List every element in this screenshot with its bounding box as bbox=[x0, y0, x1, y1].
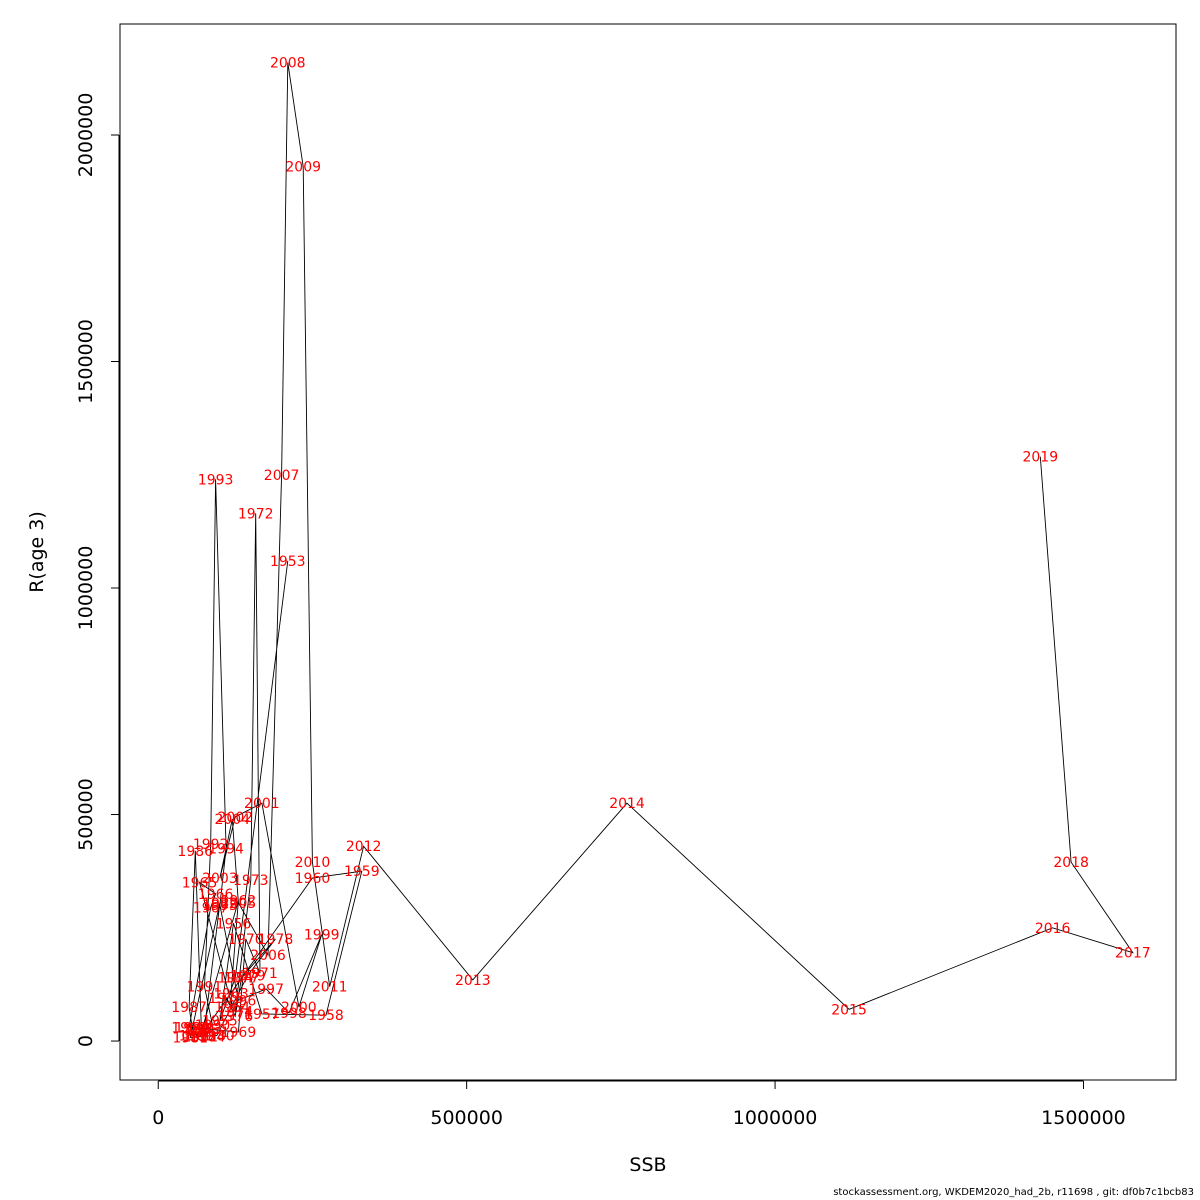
x-axis: 0 500000 1000000 1500000 bbox=[152, 1080, 1126, 1129]
point-label-2018: 2018 bbox=[1053, 855, 1089, 871]
point-label-1954: 1954 bbox=[218, 971, 254, 987]
point-label-1978: 1978 bbox=[258, 932, 294, 948]
point-label-2006: 2006 bbox=[250, 948, 286, 964]
point-label-2016: 2016 bbox=[1035, 921, 1071, 937]
point-label-2003: 2003 bbox=[202, 871, 238, 887]
y-tick-label: 1500000 bbox=[75, 319, 97, 404]
point-label-1962: 1962 bbox=[221, 894, 257, 910]
point-label-1975: 1975 bbox=[208, 991, 244, 1007]
point-label-1953: 1953 bbox=[270, 554, 306, 570]
point-label-1961: 1961 bbox=[182, 1030, 218, 1046]
y-tick-label: 2000000 bbox=[75, 93, 97, 178]
point-label-1983: 1983 bbox=[187, 1021, 223, 1037]
point-label-1959: 1959 bbox=[344, 864, 380, 880]
point-label-2009: 2009 bbox=[285, 160, 321, 176]
point-label-1963: 1963 bbox=[213, 986, 249, 1002]
point-label-1980: 1980 bbox=[199, 1029, 235, 1045]
point-label-2010: 2010 bbox=[295, 855, 331, 871]
x-tick-label: 0 bbox=[152, 1107, 164, 1129]
series-line bbox=[188, 62, 1134, 1038]
point-label-1955: 1955 bbox=[202, 1014, 238, 1030]
plot-frame bbox=[119, 23, 1177, 1081]
point-label-2008: 2008 bbox=[270, 56, 306, 72]
point-label-1998: 1998 bbox=[271, 1006, 307, 1022]
point-label-1956: 1956 bbox=[216, 916, 252, 932]
point-label-1999: 1999 bbox=[304, 928, 340, 944]
point-label-1984: 1984 bbox=[190, 1030, 226, 1046]
point-label-1996: 1996 bbox=[221, 993, 257, 1009]
point-label-1968: 1968 bbox=[171, 1020, 207, 1036]
point-label-2005: 2005 bbox=[221, 896, 257, 912]
point-label-2017: 2017 bbox=[1115, 946, 1151, 962]
x-tick-label: 1500000 bbox=[1041, 1107, 1126, 1129]
point-label-2004: 2004 bbox=[214, 812, 250, 828]
point-label-1987: 1987 bbox=[171, 1000, 207, 1016]
point-label-2011: 2011 bbox=[312, 980, 348, 996]
point-label-2002: 2002 bbox=[218, 810, 254, 826]
y-axis: 0 500000 1000000 1500000 2000000 bbox=[75, 93, 120, 1047]
point-label-1995: 1995 bbox=[202, 898, 238, 914]
point-label-1970: 1970 bbox=[228, 932, 264, 948]
x-axis-title: SSB bbox=[629, 1154, 666, 1176]
point-label-1965: 1965 bbox=[182, 875, 218, 891]
y-tick-label: 1000000 bbox=[75, 546, 97, 631]
point-label-1967: 1967 bbox=[193, 900, 229, 916]
point-label-1985: 1985 bbox=[184, 1023, 220, 1039]
point-label-1957: 1957 bbox=[244, 1007, 280, 1023]
point-label-1994: 1994 bbox=[208, 842, 244, 858]
point-label-1993: 1993 bbox=[198, 472, 234, 488]
y-tick-label: 0 bbox=[75, 1035, 97, 1047]
point-label-1960: 1960 bbox=[295, 871, 331, 887]
point-label-1990: 1990 bbox=[195, 1018, 231, 1034]
point-label-1958: 1958 bbox=[308, 1008, 344, 1024]
year-labels: 1953 1954 1955 1956 1957 1958 1959 1960 1961 1962… bbox=[171, 56, 1150, 1047]
point-label-1966: 1966 bbox=[198, 887, 234, 903]
point-label-2014: 2014 bbox=[609, 796, 645, 812]
point-label-2013: 2013 bbox=[455, 973, 491, 989]
point-label-1988: 1988 bbox=[174, 1020, 210, 1036]
point-label-1991: 1991 bbox=[187, 980, 223, 996]
point-label-2019: 2019 bbox=[1022, 450, 1058, 466]
point-label-1964: 1964 bbox=[214, 1000, 250, 1016]
point-label-1979: 1979 bbox=[230, 968, 266, 984]
point-label-1974: 1974 bbox=[218, 1005, 254, 1021]
y-tick-label: 500000 bbox=[75, 778, 97, 851]
point-label-1981: 1981 bbox=[172, 1030, 208, 1046]
point-label-2015: 2015 bbox=[831, 1002, 867, 1018]
point-label-1989: 1989 bbox=[179, 1029, 215, 1045]
point-label-1969: 1969 bbox=[221, 1025, 257, 1041]
point-label-1973: 1973 bbox=[233, 873, 269, 889]
point-label-1977: 1977 bbox=[224, 971, 260, 987]
y-axis-title: R(age 3) bbox=[26, 511, 48, 593]
point-label-2000: 2000 bbox=[281, 1000, 317, 1016]
footer-credit: stockassessment.org, WKDEM2020_had_2b, r… bbox=[833, 1187, 1194, 1198]
point-label-1992: 1992 bbox=[193, 837, 229, 853]
point-label-1971: 1971 bbox=[242, 966, 278, 982]
point-label-1997: 1997 bbox=[248, 982, 284, 998]
x-tick-label: 500000 bbox=[430, 1107, 503, 1129]
point-label-1986: 1986 bbox=[177, 844, 213, 860]
point-label-2007: 2007 bbox=[264, 468, 300, 484]
point-label-1982: 1982 bbox=[202, 896, 238, 912]
x-tick-label: 1000000 bbox=[733, 1107, 818, 1129]
point-label-1976: 1976 bbox=[218, 1009, 254, 1025]
point-label-1972: 1972 bbox=[238, 506, 274, 522]
point-label-2001: 2001 bbox=[244, 796, 280, 812]
point-label-2012: 2012 bbox=[346, 839, 382, 855]
